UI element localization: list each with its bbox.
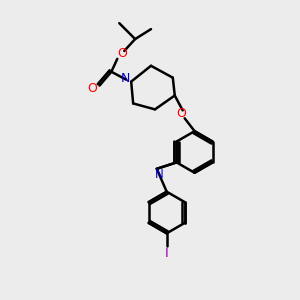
Text: O: O (117, 47, 127, 60)
Text: I: I (165, 247, 169, 260)
Text: O: O (176, 107, 186, 120)
Text: N: N (154, 168, 163, 181)
Text: O: O (88, 82, 98, 95)
Text: N: N (121, 72, 130, 85)
